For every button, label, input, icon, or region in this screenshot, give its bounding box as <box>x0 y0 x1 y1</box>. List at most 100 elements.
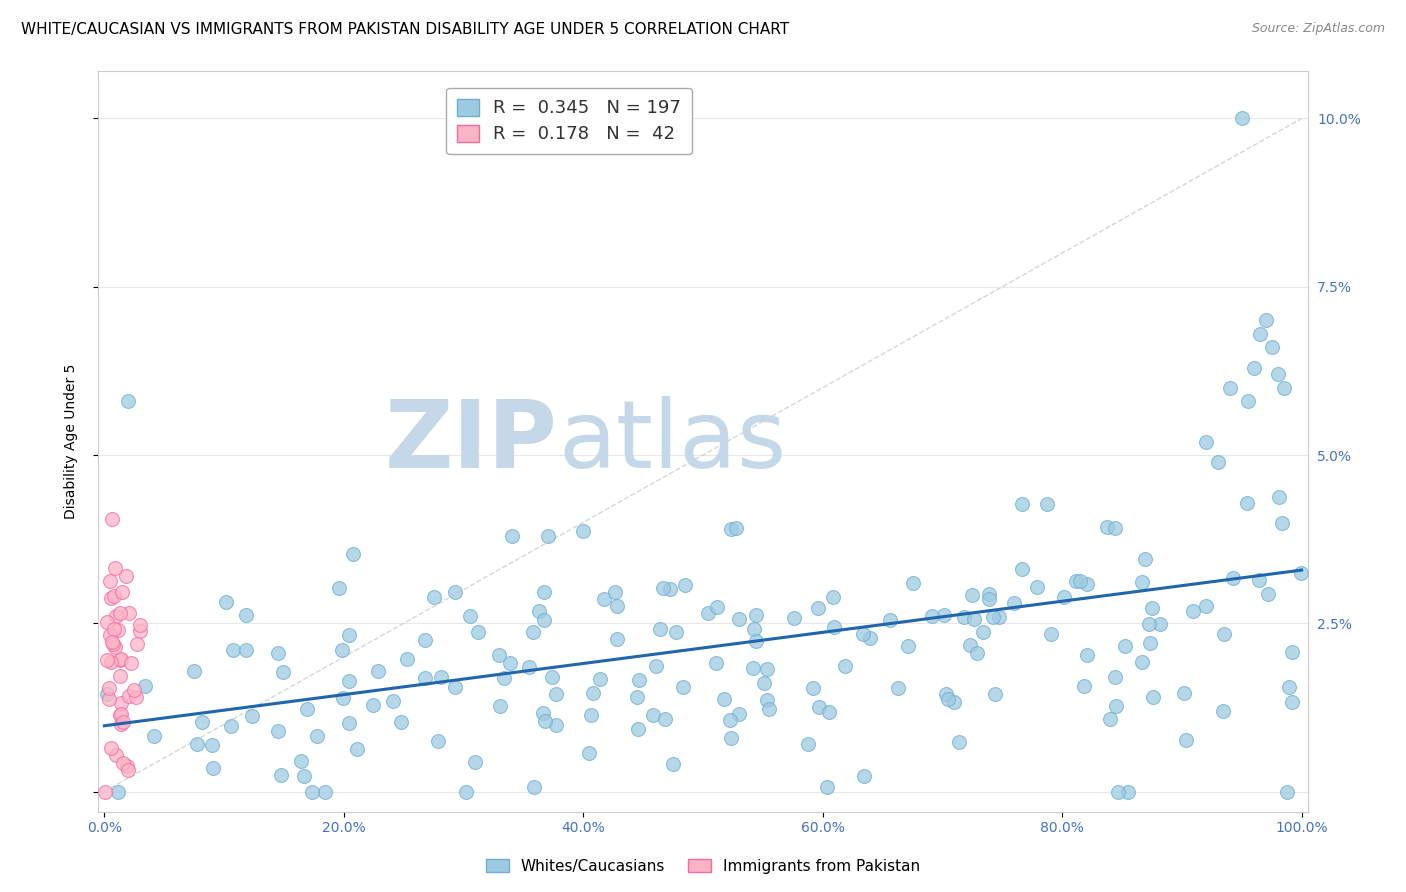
Point <box>886 681 908 695</box>
Point <box>1182 604 1205 618</box>
Point <box>963 612 986 626</box>
Point <box>1243 360 1265 375</box>
Point <box>834 658 856 673</box>
Point <box>606 632 628 646</box>
Point <box>98 681 121 695</box>
Point <box>1098 713 1121 727</box>
Point <box>981 610 1004 624</box>
Point <box>191 714 214 729</box>
Text: WHITE/CAUCASIAN VS IMMIGRANTS FROM PAKISTAN DISABILITY AGE UNDER 5 CORRELATION C: WHITE/CAUCASIAN VS IMMIGRANTS FROM PAKIS… <box>21 22 789 37</box>
Point <box>1236 394 1258 409</box>
Point <box>1249 326 1271 341</box>
Point <box>988 610 1011 624</box>
Point <box>111 585 134 599</box>
Point <box>105 747 128 762</box>
Point <box>1130 575 1153 590</box>
Text: Source: ZipAtlas.com: Source: ZipAtlas.com <box>1251 22 1385 36</box>
Point <box>807 699 830 714</box>
Point <box>901 575 924 590</box>
Point <box>127 637 149 651</box>
Point <box>921 608 943 623</box>
Point <box>1278 681 1301 695</box>
Point <box>952 610 974 624</box>
Point <box>673 578 696 592</box>
Point <box>270 768 292 782</box>
Point <box>100 591 122 605</box>
Point <box>492 671 515 685</box>
Point <box>754 676 776 690</box>
Point <box>960 588 983 602</box>
Point <box>1260 340 1282 354</box>
Point <box>1219 381 1241 395</box>
Point <box>546 718 568 732</box>
Point <box>107 624 129 638</box>
Point <box>1116 784 1139 798</box>
Point <box>381 694 404 708</box>
Point <box>1173 686 1195 700</box>
Point <box>541 670 564 684</box>
Point <box>859 631 882 645</box>
Point <box>531 706 554 721</box>
Point <box>100 655 122 669</box>
Point <box>718 713 741 727</box>
Point <box>725 521 748 535</box>
Point <box>581 708 603 723</box>
Point <box>1281 695 1303 709</box>
Point <box>1002 596 1025 610</box>
Point <box>100 740 122 755</box>
Point <box>706 600 728 615</box>
Point <box>650 622 672 636</box>
Point <box>430 670 453 684</box>
Point <box>582 686 605 700</box>
Text: ZIP: ZIP <box>385 395 558 488</box>
Point <box>1069 574 1091 588</box>
Point <box>94 784 117 798</box>
Point <box>1104 521 1126 535</box>
Point <box>544 687 567 701</box>
Point <box>111 756 134 770</box>
Point <box>720 523 742 537</box>
Point <box>641 707 664 722</box>
Point <box>1137 617 1160 632</box>
Point <box>1140 601 1163 615</box>
Point <box>186 737 208 751</box>
Point <box>1247 573 1270 587</box>
Point <box>444 680 467 694</box>
Point <box>143 729 166 743</box>
Point <box>1213 626 1236 640</box>
Point <box>1254 313 1277 327</box>
Point <box>959 638 981 652</box>
Point <box>426 734 449 748</box>
Point <box>755 693 778 707</box>
Point <box>115 759 138 773</box>
Point <box>108 606 131 620</box>
Point <box>1011 562 1033 576</box>
Point <box>593 591 616 606</box>
Point <box>301 784 323 798</box>
Point <box>96 652 118 666</box>
Point <box>1142 690 1164 704</box>
Point <box>1271 516 1294 530</box>
Point <box>665 624 688 639</box>
Point <box>1139 636 1161 650</box>
Point <box>117 763 139 777</box>
Point <box>367 664 389 678</box>
Point <box>219 719 242 733</box>
Point <box>943 695 966 709</box>
Point <box>240 709 263 723</box>
Point <box>235 607 257 622</box>
Point <box>603 584 626 599</box>
Point <box>1026 580 1049 594</box>
Point <box>389 715 412 730</box>
Y-axis label: Disability Age Under 5: Disability Age Under 5 <box>63 364 77 519</box>
Point <box>807 601 830 615</box>
Point <box>118 606 141 620</box>
Point <box>342 547 364 561</box>
Point <box>125 690 148 705</box>
Text: atlas: atlas <box>558 395 786 488</box>
Point <box>110 716 132 731</box>
Point <box>527 604 550 618</box>
Point <box>797 737 820 751</box>
Point <box>488 648 510 662</box>
Point <box>110 707 132 722</box>
